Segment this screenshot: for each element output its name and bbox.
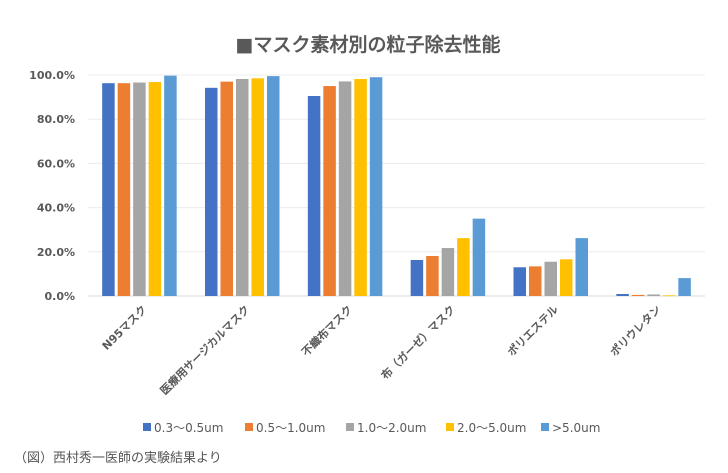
bars [102, 75, 691, 297]
bar [164, 75, 177, 297]
x-category-label: 不織布マスク [299, 302, 356, 359]
bar [148, 82, 162, 297]
bar [560, 259, 573, 296]
bar [678, 278, 691, 296]
legend-swatch [446, 423, 454, 431]
bar [410, 259, 424, 296]
legend-swatch [245, 423, 253, 431]
y-tick-label: 60.0% [37, 157, 75, 170]
bar [513, 267, 526, 296]
legend-label: >5.0um [552, 421, 600, 435]
bar [457, 238, 470, 296]
legend-label: 0.3〜0.5um [154, 421, 223, 435]
bar [205, 87, 218, 297]
bar [426, 255, 439, 296]
x-category-label: 布（ガーゼ）マスク [378, 302, 458, 382]
figure-caption: （図）西村秀一医師の実験結果より [14, 451, 222, 466]
x-category-label: ポリウレタン [607, 302, 664, 359]
bar [441, 248, 455, 296]
x-category-label: 医療用サージカルマスク [157, 302, 252, 397]
bar [544, 261, 557, 296]
y-tick-label: 80.0% [37, 113, 75, 126]
bar [133, 82, 146, 296]
y-tick-label: 0.0% [44, 290, 75, 303]
bar [616, 294, 629, 296]
x-axis-categories: N95マスク 医療用サージカルマスク 不織布マスク 布（ガーゼ）マスク ポリエステル ポリ… [100, 302, 664, 397]
y-tick-label: 20.0% [37, 246, 75, 259]
bar [338, 81, 352, 296]
y-tick-label: 100.0% [29, 69, 75, 82]
bar [307, 95, 321, 297]
bar [529, 266, 542, 296]
x-category-label: N95マスク [100, 303, 150, 353]
bar [220, 81, 233, 296]
bar [267, 76, 280, 296]
bar [102, 83, 115, 296]
y-axis-ticks: 0.0% 20.0% 40.0% 60.0% 80.0% 100.0% [29, 69, 75, 303]
bar [117, 83, 131, 296]
bar [323, 86, 336, 296]
legend-swatch [541, 423, 549, 431]
bar [369, 77, 383, 297]
gridlines [88, 74, 705, 297]
y-tick-label: 40.0% [37, 202, 75, 215]
x-category-label: ポリエステル [504, 302, 561, 359]
legend-swatch [143, 423, 151, 431]
bar [251, 78, 264, 296]
bar [631, 294, 645, 296]
legend-label: 1.0〜2.0um [357, 421, 426, 435]
bar [236, 78, 249, 296]
bar [662, 295, 676, 297]
bar [647, 294, 660, 296]
legend-label: 0.5〜1.0um [256, 421, 325, 435]
bar [472, 218, 486, 296]
legend-swatch [346, 423, 354, 431]
chart-title: ■マスク素材別の粒子除去性能 [236, 33, 501, 56]
bar [354, 78, 367, 296]
bar [575, 238, 588, 296]
legend: 0.3〜0.5um 0.5〜1.0um 1.0〜2.0um 2.0〜5.0um >5.0… [143, 421, 600, 435]
legend-label: 2.0〜5.0um [457, 421, 526, 435]
